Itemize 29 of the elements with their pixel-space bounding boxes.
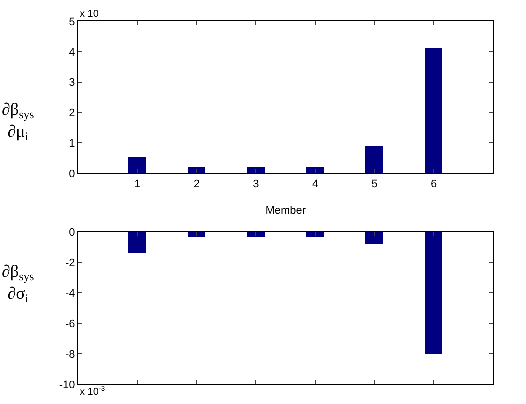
bar	[188, 168, 206, 174]
y-tick-label: -2	[65, 257, 76, 270]
bar	[365, 146, 384, 174]
y-tick-label: 0	[69, 168, 76, 180]
x-axis-title: Member	[266, 204, 306, 217]
bar	[425, 48, 442, 174]
y-tick-label: -8	[65, 348, 76, 361]
x-tick-label: 4	[312, 178, 319, 191]
x-tick-label: 3	[253, 178, 260, 191]
text: x 10	[80, 9, 100, 20]
y-tick-label: 0	[69, 226, 76, 239]
y-tick-label: 4	[69, 46, 76, 59]
y-axis-title: ∂β$_{sys}$ ∂σ$_{i}$	[2, 262, 35, 306]
bar	[128, 158, 146, 174]
x-tick-label: 1	[134, 178, 141, 191]
y-tick-label: -4	[65, 288, 76, 300]
y-tick-label: -10	[59, 379, 76, 392]
y-axis-title: ∂β$_{sys}$ ∂μ$_{i}$	[2, 100, 35, 144]
y-tick-label: 5	[69, 16, 76, 28]
y-tick-label: 1	[69, 138, 76, 150]
x-tick-label: 2	[194, 178, 200, 191]
text: x 10$^{-3}$	[80, 386, 106, 398]
bar	[247, 168, 266, 174]
y-tick-label: 3	[69, 77, 76, 90]
bar	[306, 168, 324, 174]
y-tick-label: 2	[69, 108, 76, 120]
y-tick-label: -6	[65, 318, 76, 330]
x-tick-label: 6	[430, 178, 438, 191]
x-tick-label: 5	[372, 178, 378, 191]
